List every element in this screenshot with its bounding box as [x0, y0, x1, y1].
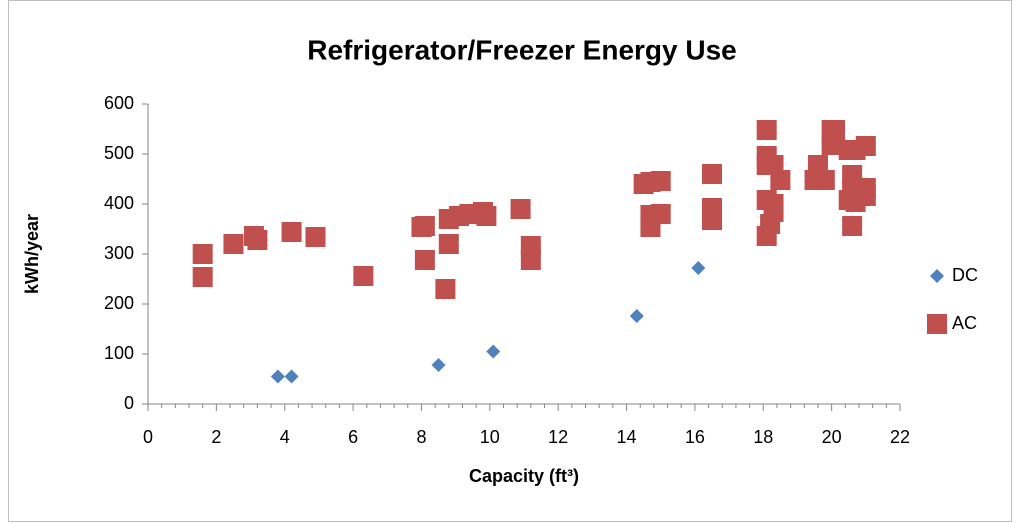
point: [192, 267, 213, 287]
point: [486, 344, 501, 359]
y-tick-label: 600: [104, 93, 134, 113]
legend-label: DC: [952, 265, 978, 285]
chart-title: Refrigerator/Freezer Energy Use: [307, 34, 737, 65]
y-axis-label: kWh/year: [22, 214, 42, 294]
x-tick-label: 16: [685, 427, 705, 447]
point: [770, 170, 791, 190]
x-tick-label: 20: [822, 427, 842, 447]
point: [702, 164, 722, 184]
y-tick-label: 300: [104, 243, 134, 263]
point: [756, 120, 777, 140]
point: [414, 216, 435, 236]
x-tick-label: 12: [548, 427, 568, 447]
point: [855, 186, 876, 206]
y-tick-label: 200: [104, 293, 134, 313]
point: [435, 279, 456, 299]
x-tick-label: 2: [211, 427, 221, 447]
point: [702, 210, 722, 230]
point: [281, 222, 302, 242]
point: [223, 234, 244, 254]
x-tick-label: 0: [143, 427, 153, 447]
point: [247, 230, 268, 250]
point: [855, 136, 876, 156]
point: [691, 261, 706, 275]
point: [431, 358, 446, 372]
point: [650, 171, 671, 191]
x-axis-label: Capacity (ft³): [469, 466, 579, 486]
x-tick-label: 18: [753, 427, 773, 447]
point: [814, 170, 835, 190]
x-tick-label: 22: [890, 427, 910, 447]
point: [520, 250, 541, 270]
chart-border: [8, 0, 1012, 522]
legend-marker: [930, 269, 944, 283]
point: [192, 244, 213, 264]
point: [650, 204, 671, 224]
legend-label: AC: [952, 313, 977, 333]
x-tick-label: 14: [617, 427, 637, 447]
point: [284, 369, 299, 384]
point: [305, 227, 326, 247]
point: [414, 250, 435, 270]
x-tick-label: 6: [348, 427, 358, 447]
y-tick-label: 0: [124, 393, 134, 413]
x-tick-label: 4: [280, 427, 290, 447]
x-tick-label: 10: [480, 427, 500, 447]
y-tick-label: 500: [104, 143, 134, 163]
point: [353, 266, 374, 286]
point: [842, 216, 863, 236]
y-tick-label: 400: [104, 193, 134, 213]
x-tick-label: 8: [416, 427, 426, 447]
point: [629, 309, 644, 323]
point: [756, 226, 777, 246]
point: [270, 369, 285, 384]
legend-marker: [927, 314, 947, 334]
point: [510, 199, 531, 219]
y-tick-label: 100: [104, 343, 134, 363]
point: [476, 206, 497, 226]
point: [438, 234, 459, 254]
